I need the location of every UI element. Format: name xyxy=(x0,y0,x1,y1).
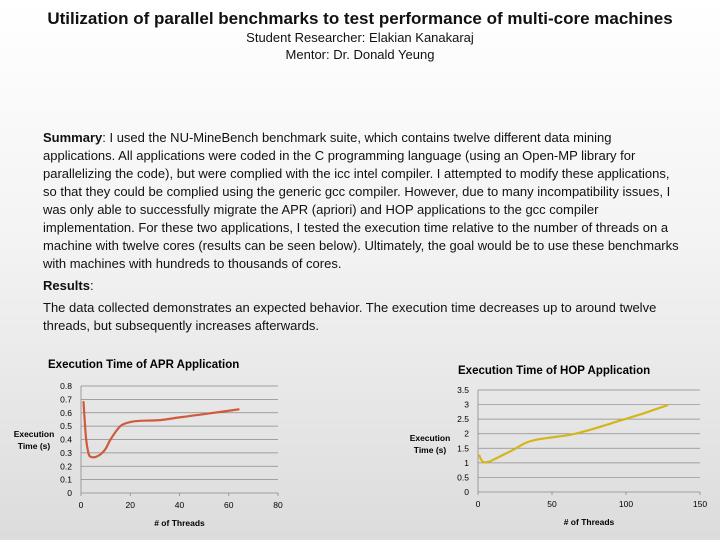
apr-x-tick-label: 20 xyxy=(126,500,136,510)
apr-x-tick-label: 0 xyxy=(79,500,84,510)
apr-y-axis-label: Execution xyxy=(14,429,55,439)
apr-y-tick-label: 0 xyxy=(67,488,72,498)
hop-x-tick-label: 0 xyxy=(476,499,481,509)
hop-y-tick-label: 1.5 xyxy=(457,443,469,453)
hop-y-tick-label: 3 xyxy=(464,400,469,410)
hop-chart: Execution Time of HOP Application 0 0.5 1 1.… xyxy=(410,365,708,527)
hop-y-tick-label: 3.5 xyxy=(457,385,469,395)
apr-x-tick-label: 80 xyxy=(273,500,283,510)
apr-y-tick-label: 0.8 xyxy=(60,381,72,391)
apr-y-tick-label: 0.7 xyxy=(60,394,72,404)
apr-series-line xyxy=(82,400,240,459)
apr-x-tick-label: 40 xyxy=(175,500,185,510)
hop-y-tick-label: 1 xyxy=(464,458,469,468)
apr-y-tick-label: 0.6 xyxy=(60,408,72,418)
hop-chart-title: Execution Time of HOP Application xyxy=(458,365,650,377)
hop-x-tick-label: 150 xyxy=(693,499,707,509)
page-title: Utilization of parallel benchmarks to te… xyxy=(47,9,673,28)
apr-chart: Execution Time of APR Application 0 0.1 0.2… xyxy=(14,359,283,528)
mentor-line: Mentor: Dr. Donald Yeung xyxy=(285,47,435,62)
results-colon: : xyxy=(89,278,94,293)
hop-series-line xyxy=(478,404,669,464)
header: Utilization of parallel benchmarks to te… xyxy=(0,8,720,63)
apr-y-tick-label: 0.4 xyxy=(60,435,72,445)
apr-y-axis-label: Time (s) xyxy=(18,441,51,451)
hop-x-tick-label: 50 xyxy=(547,499,557,509)
apr-y-tick-label: 0.5 xyxy=(60,421,72,431)
apr-y-tick-label: 0.1 xyxy=(60,475,72,485)
summary-label: Summary xyxy=(43,130,103,145)
apr-y-tick-label: 0.2 xyxy=(60,461,72,471)
apr-x-axis-label: # of Threads xyxy=(154,518,205,528)
summary-text: : I used the NU-MineBench benchmark suit… xyxy=(43,130,679,271)
hop-y-tick-label: 2 xyxy=(464,429,469,439)
hop-x-tick-label: 100 xyxy=(619,499,633,509)
hop-y-axis-label: Execution xyxy=(410,433,451,443)
results-paragraph: The data collected demonstrates an expec… xyxy=(43,300,657,333)
summary-paragraph: Summary: I used the NU-MineBench benchma… xyxy=(43,129,683,273)
apr-chart-title: Execution Time of APR Application xyxy=(48,359,239,371)
hop-y-tick-label: 0 xyxy=(464,487,469,497)
hop-y-tick-label: 2.5 xyxy=(457,414,469,424)
results-label: Results xyxy=(43,278,90,293)
apr-y-tick-label: 0.3 xyxy=(60,448,72,458)
hop-y-tick-label: 0.5 xyxy=(457,472,469,482)
body-text: Summary: I used the NU-MineBench benchma… xyxy=(43,129,683,335)
results-heading: Results: xyxy=(43,277,683,295)
apr-x-tick-label: 60 xyxy=(224,500,234,510)
hop-x-axis-label: # of Threads xyxy=(564,517,615,527)
hop-y-axis-label: Time (s) xyxy=(414,445,447,455)
researcher-line: Student Researcher: Elakian Kanakaraj xyxy=(246,30,474,45)
